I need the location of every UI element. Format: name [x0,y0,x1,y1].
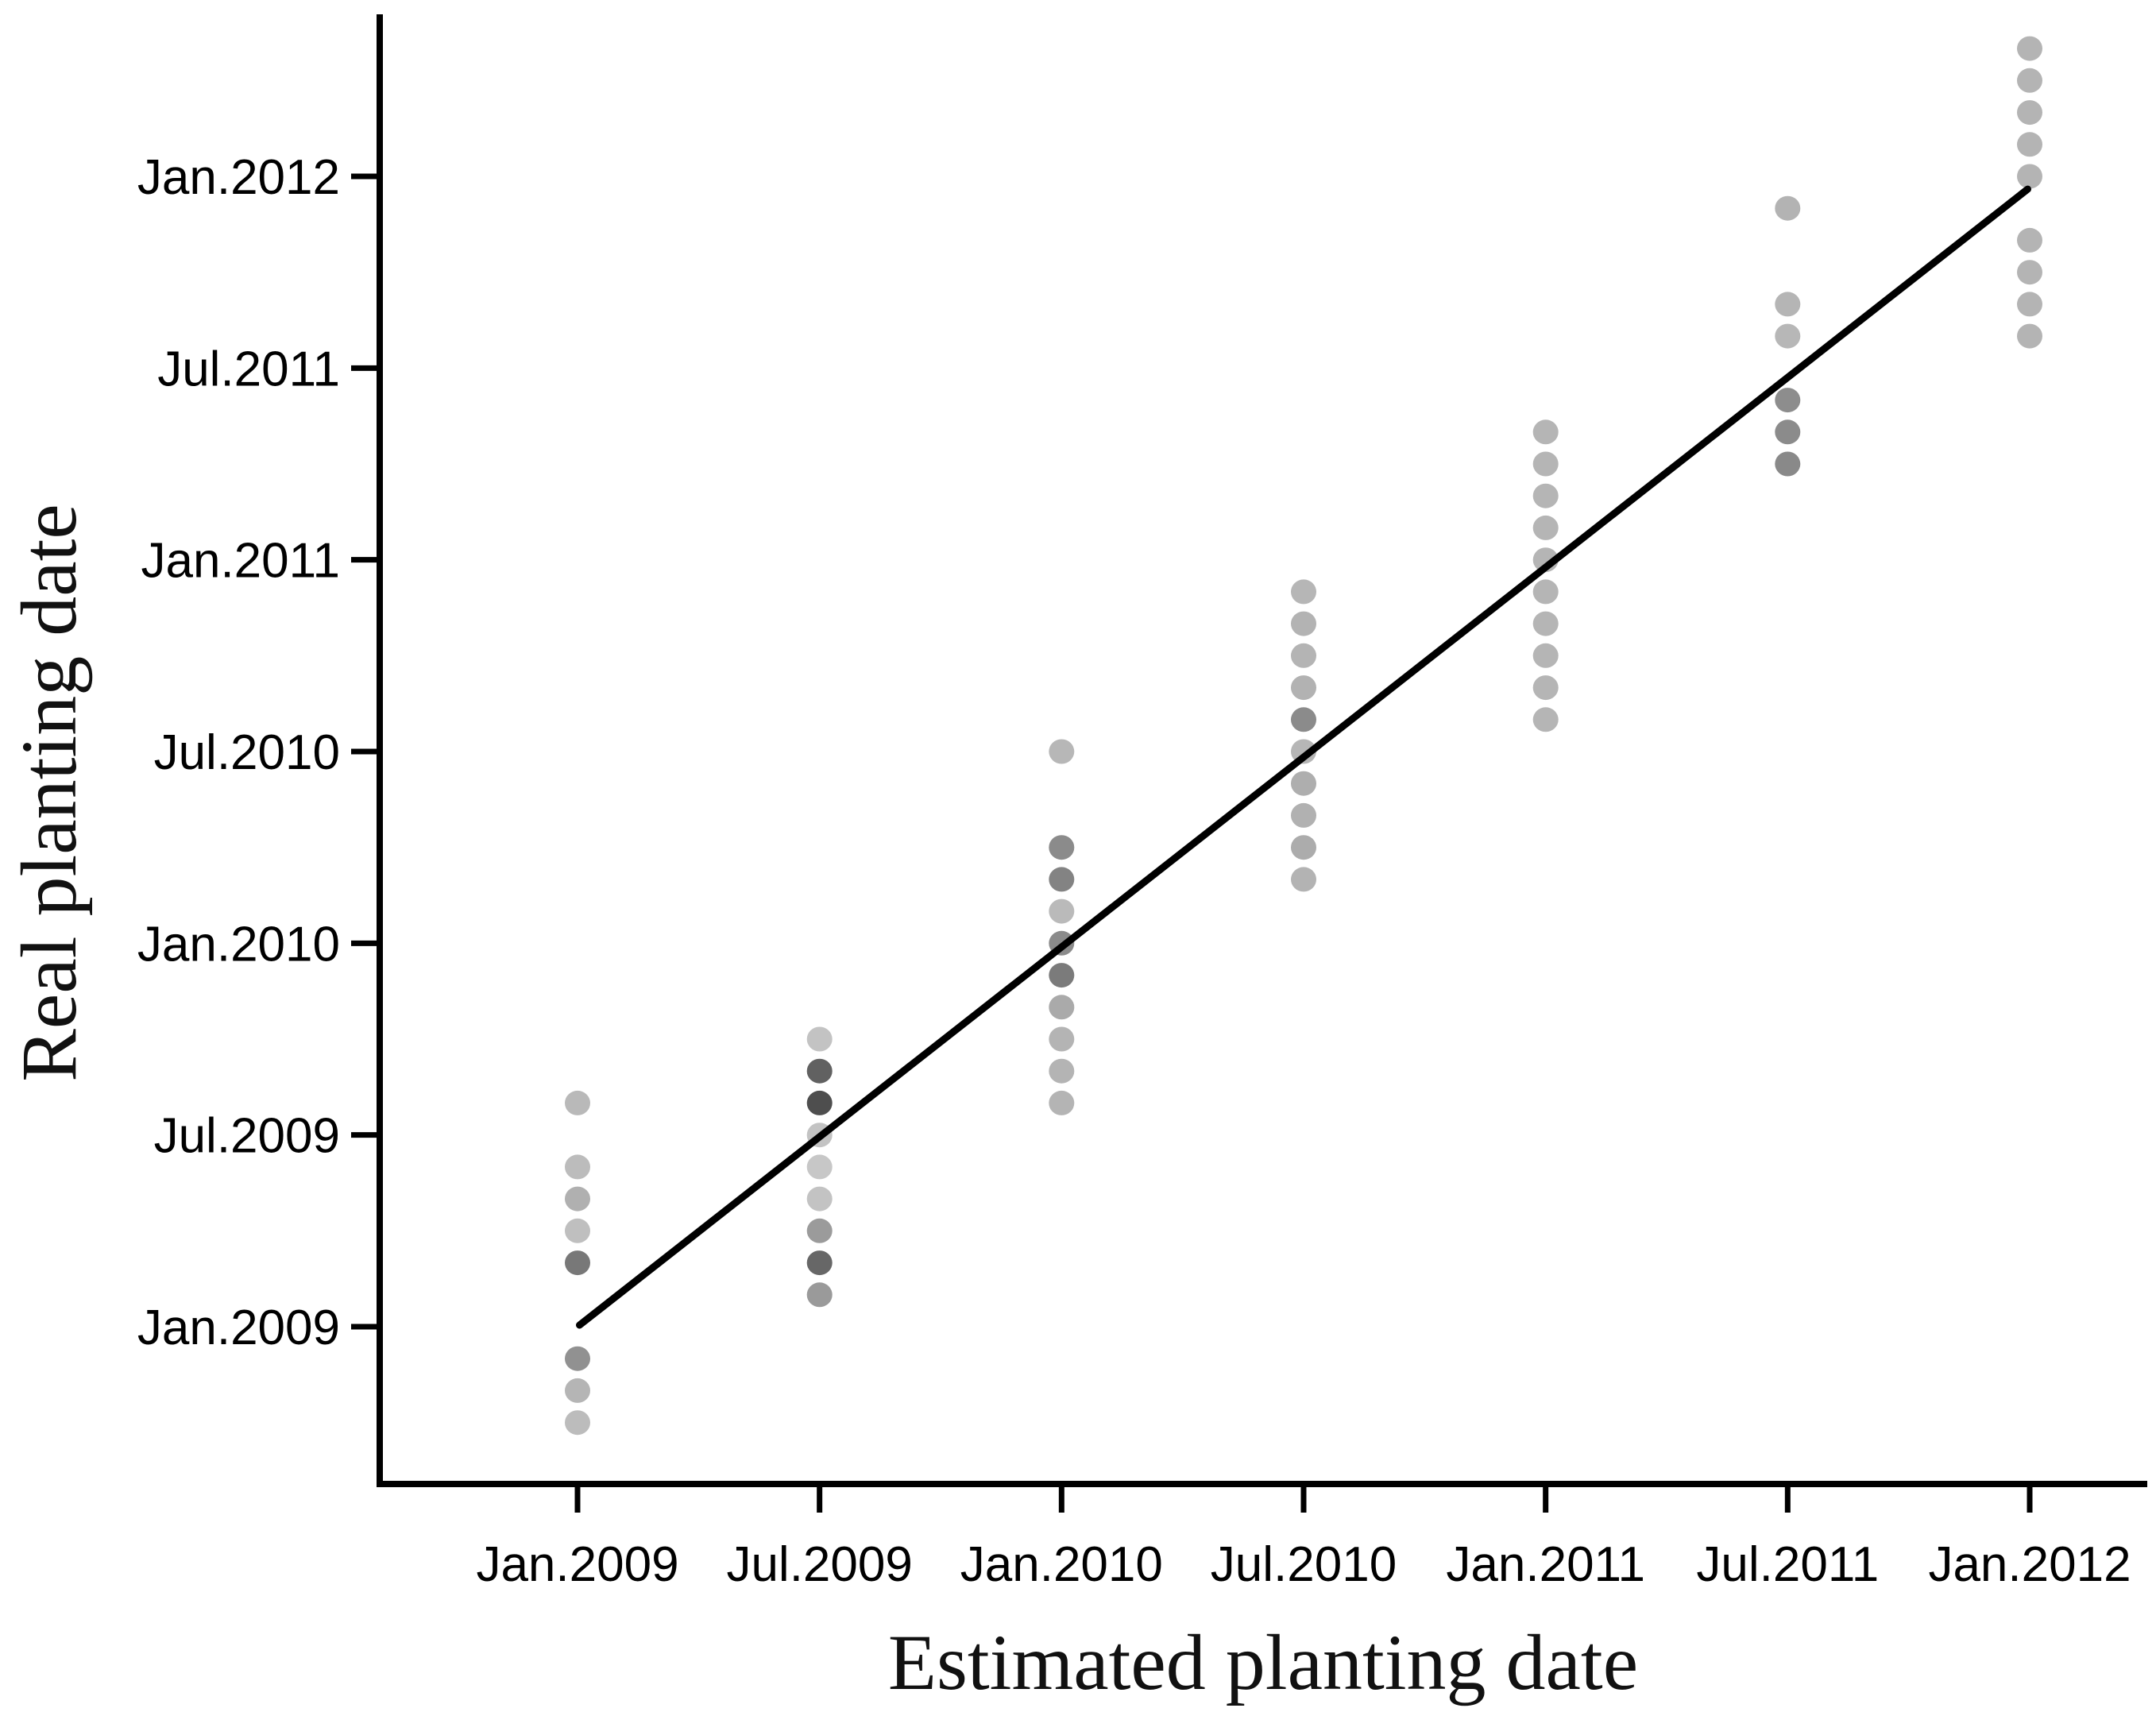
data-point [1049,1058,1075,1084]
data-point [565,1250,590,1276]
data-point [1775,451,1801,477]
data-point [565,1186,590,1212]
data-point [1532,675,1559,701]
axis-spines [377,14,2147,1487]
data-point [2017,132,2042,157]
y-tick-label: Jan.2009 [137,1300,340,1355]
data-point [565,1378,590,1403]
data-point [565,1410,590,1436]
data-point [1775,323,1801,349]
data-point [806,1154,833,1180]
data-point [1049,995,1075,1020]
data-point [2017,100,2042,126]
x-tick-label: Jan.2010 [960,1537,1163,1592]
data-point [1049,1026,1075,1052]
data-point [1049,739,1075,764]
data-point [2017,227,2042,253]
x-tick-label: Jan.2009 [476,1537,678,1592]
data-point [565,1346,590,1371]
data-point [2017,323,2042,349]
axes-layer [351,14,2147,1513]
data-point [806,1090,833,1115]
data-point [1049,963,1075,988]
tick-labels-layer: Jan.2009 Jul.2009 Jan.2010 Jul.2010 Jan.2011… [137,150,2131,1592]
data-point [806,1218,833,1243]
data-point [1775,195,1801,221]
data-point [1291,771,1316,796]
data-point [1775,388,1801,413]
x-tick-label: Jan.2011 [1446,1537,1645,1592]
x-tick-label: Jul.2009 [726,1537,912,1592]
y-axis-title: Real planting date [5,504,93,1082]
data-point [1291,579,1316,605]
y-tick-label: Jul.2010 [154,725,340,780]
data-point [1532,611,1559,636]
data-point [565,1090,590,1115]
data-point [806,1186,833,1212]
data-point [1532,419,1559,445]
data-point [565,1218,590,1243]
identity-line-layer [576,185,2031,1329]
data-point [1532,483,1559,508]
data-point [1049,867,1075,892]
data-point [1291,675,1316,701]
data-point [1291,867,1316,892]
data-point [806,1058,833,1084]
data-point [806,1282,833,1308]
data-point [2017,164,2042,189]
data-point [1291,707,1316,732]
data-point [1291,611,1316,636]
y-tick-label: Jan.2010 [137,917,340,972]
data-point [806,1026,833,1052]
x-tick-label: Jan.2012 [1928,1537,2131,1592]
data-point [1775,292,1801,317]
data-point [1291,835,1316,860]
y-tick-label: Jul.2011 [157,342,340,396]
data-point [2017,68,2042,93]
data-point [1049,835,1075,860]
data-point [1532,515,1559,540]
y-tick-label: Jan.2011 [141,534,340,589]
data-point [806,1250,833,1276]
y-tick-label: Jan.2012 [137,150,340,205]
data-point [1532,451,1559,477]
identity-line [576,185,2031,1329]
x-axis-title: Estimated planting date [888,1618,1638,1706]
data-point [1775,419,1801,445]
data-point [2017,292,2042,317]
y-tick-label: Jul.2009 [154,1109,340,1164]
data-point [2017,260,2042,285]
x-tick-label: Jul.2010 [1211,1537,1397,1592]
data-point [1049,899,1075,924]
data-point [1532,643,1559,668]
data-point [1049,1090,1075,1115]
data-point [1291,643,1316,668]
data-points-layer [565,36,2042,1436]
x-tick-label: Jul.2011 [1696,1537,1879,1592]
data-point [565,1154,590,1180]
data-point [1532,707,1559,732]
data-point [1532,579,1559,605]
data-point [1291,802,1316,828]
data-point [2017,36,2042,61]
